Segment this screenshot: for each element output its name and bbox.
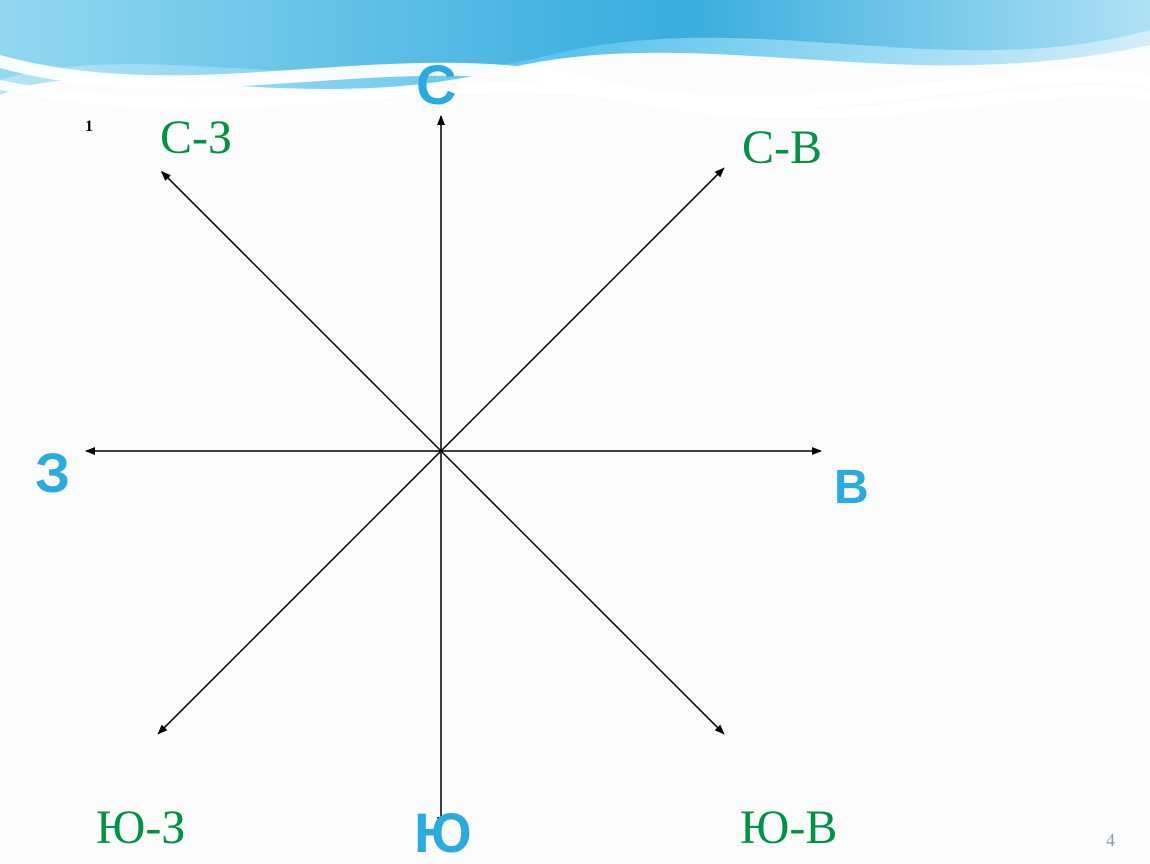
compass-arrow bbox=[441, 451, 724, 734]
slide-number-top: 1 bbox=[85, 118, 93, 136]
compass-arrow bbox=[441, 168, 724, 451]
compass-arrow bbox=[158, 451, 441, 734]
compass-arrow bbox=[162, 172, 441, 451]
compass-arrows bbox=[86, 116, 821, 826]
page-number: 4 bbox=[1106, 830, 1115, 851]
compass-rose bbox=[0, 0, 1150, 864]
